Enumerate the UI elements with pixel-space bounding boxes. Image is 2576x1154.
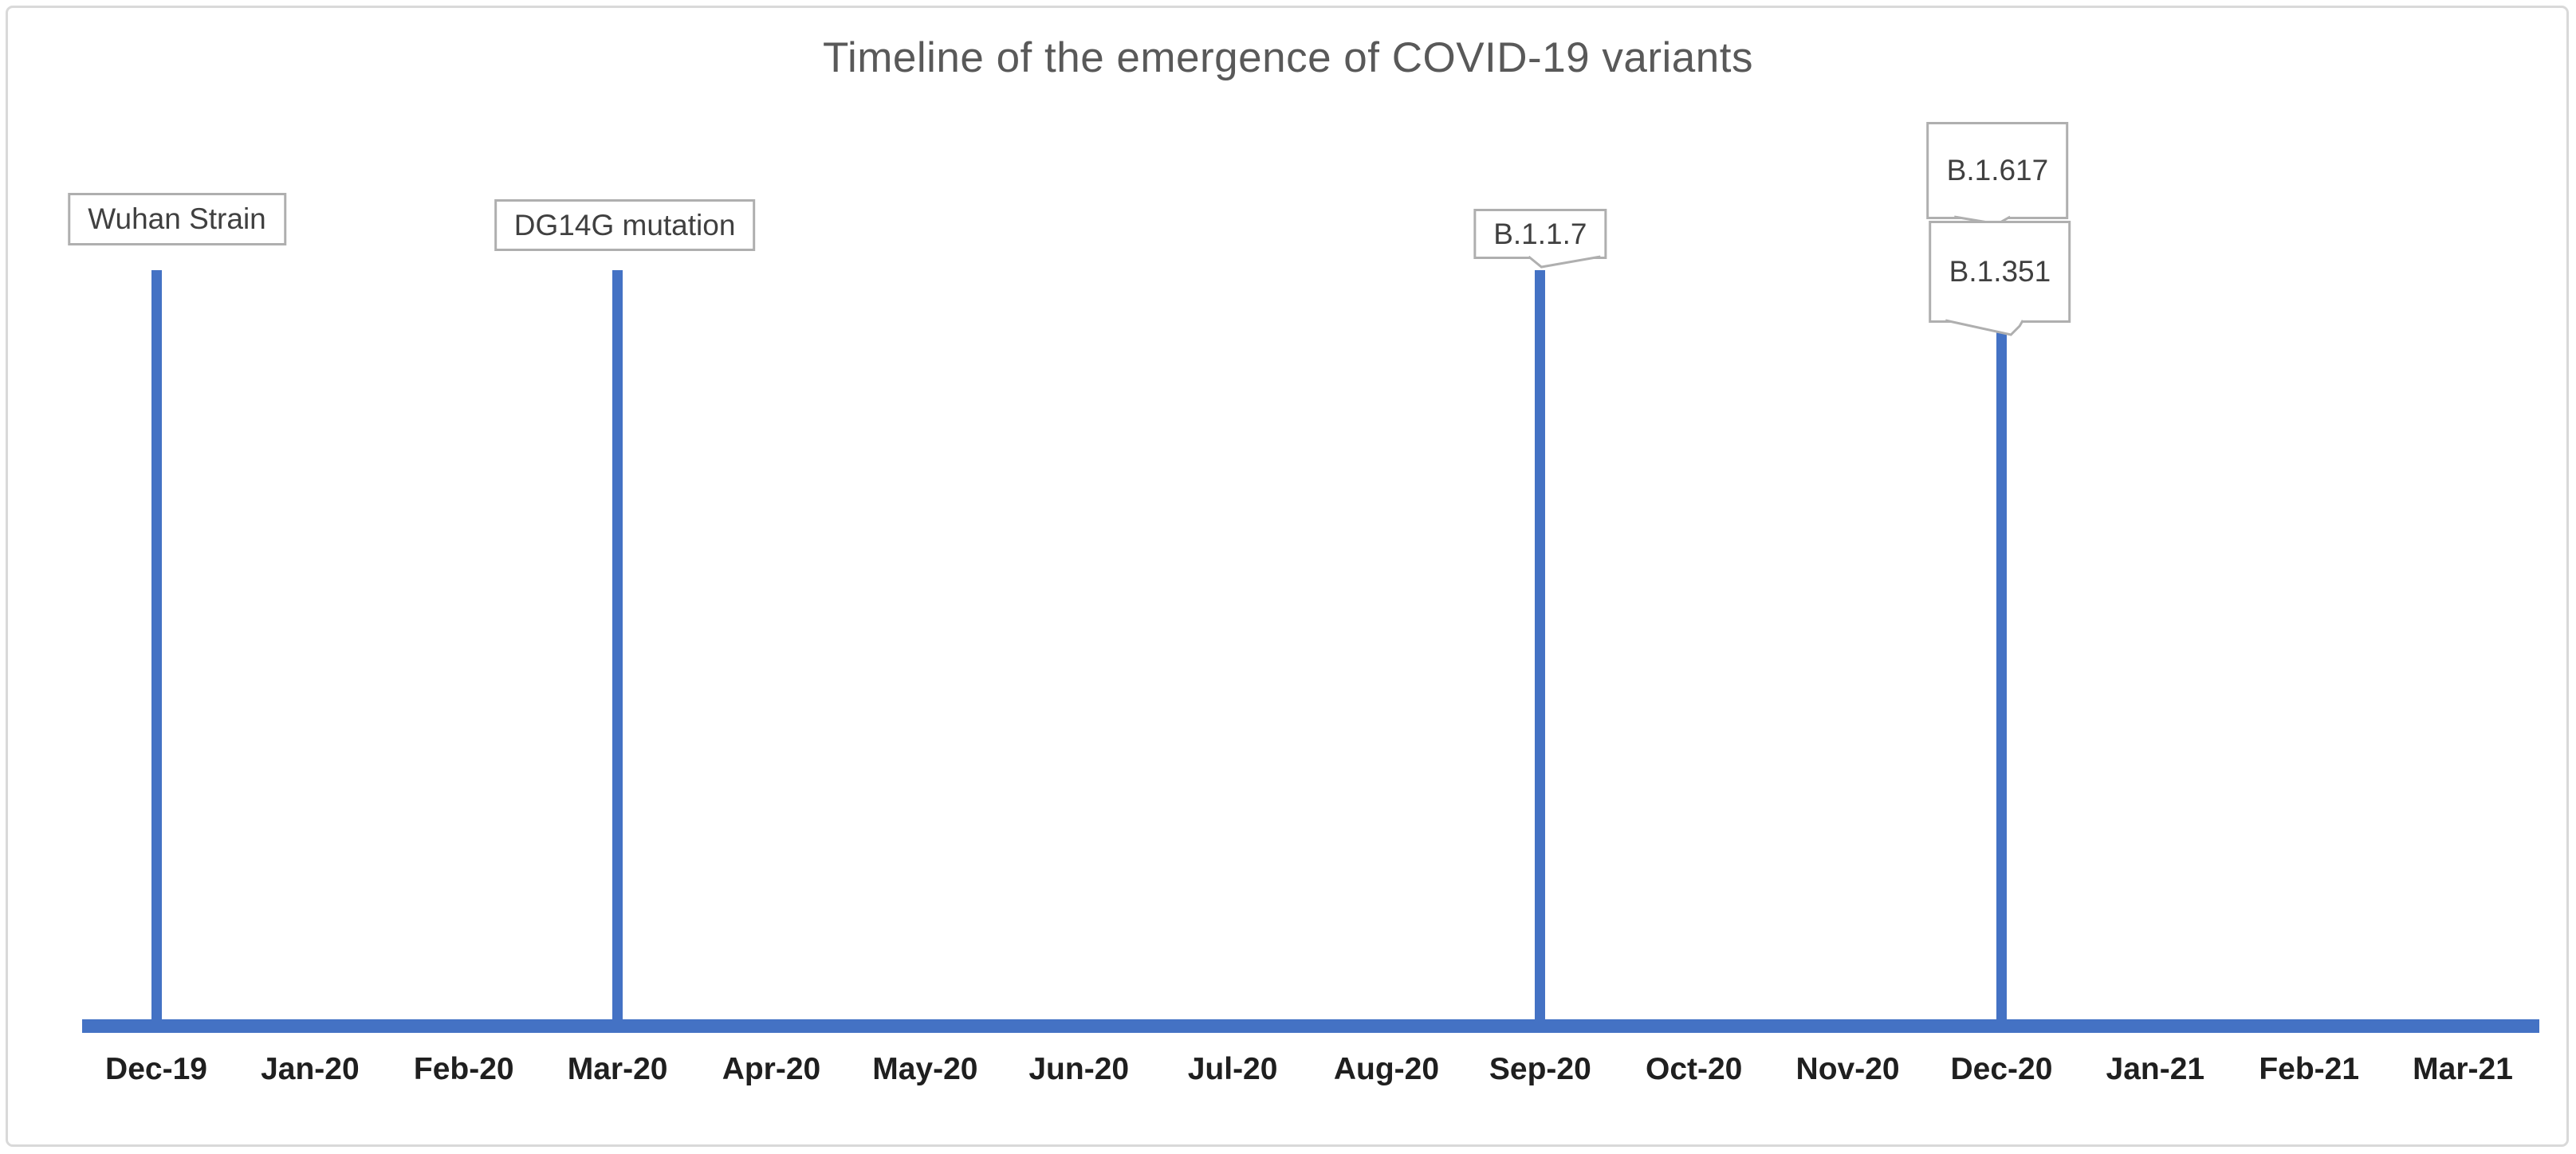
chart-title: Timeline of the emergence of COVID-19 va… <box>823 34 1753 81</box>
callout-tail <box>1945 319 2024 336</box>
axis-month-label: Dec-19 <box>105 1052 207 1086</box>
axis-month-label: Jan-21 <box>2106 1052 2205 1086</box>
event-label-box: DG14G mutation <box>494 199 756 251</box>
axis-month-label: Apr-20 <box>722 1052 821 1086</box>
event-label-text: B.1.1.7 <box>1493 217 1587 250</box>
axis-month-label: Mar-21 <box>2413 1052 2513 1086</box>
event-label-box: B.1.351 <box>1929 221 2071 336</box>
axis-month-label: Sep-20 <box>1489 1052 1591 1086</box>
event-label-text: B.1.351 <box>1949 255 2051 288</box>
event-label-text: DG14G mutation <box>513 208 736 241</box>
callout-tail <box>1528 255 1601 269</box>
axis-month-label: Nov-20 <box>1795 1052 1900 1086</box>
axis-month-label: May-20 <box>872 1052 978 1086</box>
event-label-box: Wuhan Strain <box>68 193 286 245</box>
axis-month-label: Jun-20 <box>1028 1052 1130 1086</box>
axis-month-label: Mar-20 <box>567 1052 668 1086</box>
axis-month-label: Dec-20 <box>1950 1052 2053 1086</box>
axis-month-label: Jul-20 <box>1187 1052 1278 1086</box>
axis-month-label: Jan-20 <box>261 1052 360 1086</box>
timeline-stem <box>1996 323 2007 1033</box>
event-label-text: Wuhan Strain <box>88 202 266 235</box>
axis-month-label: Feb-21 <box>2259 1052 2360 1086</box>
chart-frame <box>6 6 2569 1147</box>
timeline-stem <box>151 270 162 1033</box>
timeline-stem <box>1535 270 1546 1033</box>
x-axis-line <box>82 1019 2539 1033</box>
event-label-text: B.1.617 <box>1946 154 2049 186</box>
axis-month-label: Aug-20 <box>1333 1052 1440 1086</box>
event-label-box: B.1.1.7 <box>1473 209 1607 269</box>
axis-month-label: Oct-20 <box>1645 1052 1743 1086</box>
timeline-stem <box>612 270 623 1033</box>
event-label-box: B.1.617 <box>1926 122 2069 226</box>
axis-month-label: Feb-20 <box>413 1052 514 1086</box>
